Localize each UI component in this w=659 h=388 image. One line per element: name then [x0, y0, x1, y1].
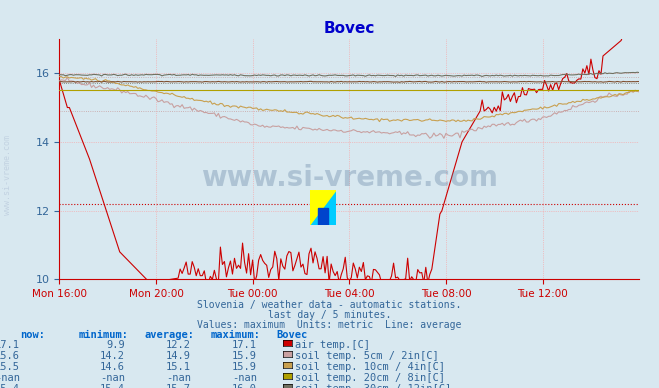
Text: 14.2: 14.2 [100, 351, 125, 361]
Text: -nan: -nan [100, 373, 125, 383]
Polygon shape [310, 190, 336, 225]
Text: 15.6: 15.6 [0, 351, 20, 361]
Text: 15.4: 15.4 [100, 384, 125, 388]
Text: Slovenia / weather data - automatic stations.: Slovenia / weather data - automatic stat… [197, 300, 462, 310]
Text: last day / 5 minutes.: last day / 5 minutes. [268, 310, 391, 320]
Text: soil temp. 10cm / 4in[C]: soil temp. 10cm / 4in[C] [295, 362, 445, 372]
Text: 15.7: 15.7 [166, 384, 191, 388]
Text: 9.9: 9.9 [107, 340, 125, 350]
Text: soil temp. 5cm / 2in[C]: soil temp. 5cm / 2in[C] [295, 351, 439, 361]
Title: Bovec: Bovec [324, 21, 375, 36]
Polygon shape [318, 208, 328, 225]
Text: average:: average: [145, 329, 195, 340]
Text: 15.1: 15.1 [166, 362, 191, 372]
Text: -nan: -nan [232, 373, 257, 383]
Text: -nan: -nan [166, 373, 191, 383]
Text: www.si-vreme.com: www.si-vreme.com [201, 165, 498, 192]
Text: 15.5: 15.5 [0, 362, 20, 372]
Text: 15.9: 15.9 [232, 351, 257, 361]
Text: 16.0: 16.0 [232, 384, 257, 388]
Text: 14.6: 14.6 [100, 362, 125, 372]
Text: 15.4: 15.4 [0, 384, 20, 388]
Text: now:: now: [20, 329, 45, 340]
Text: minimum:: minimum: [79, 329, 129, 340]
Text: soil temp. 20cm / 8in[C]: soil temp. 20cm / 8in[C] [295, 373, 445, 383]
Text: -nan: -nan [0, 373, 20, 383]
Text: www.si-vreme.com: www.si-vreme.com [3, 135, 13, 215]
Text: 14.9: 14.9 [166, 351, 191, 361]
Text: Bovec: Bovec [277, 329, 308, 340]
Text: 17.1: 17.1 [232, 340, 257, 350]
Text: soil temp. 30cm / 12in[C]: soil temp. 30cm / 12in[C] [295, 384, 451, 388]
Text: Values: maximum  Units: metric  Line: average: Values: maximum Units: metric Line: aver… [197, 320, 462, 330]
Text: 12.2: 12.2 [166, 340, 191, 350]
Text: maximum:: maximum: [211, 329, 261, 340]
Text: 15.9: 15.9 [232, 362, 257, 372]
Text: 17.1: 17.1 [0, 340, 20, 350]
Text: air temp.[C]: air temp.[C] [295, 340, 370, 350]
Polygon shape [310, 190, 336, 225]
